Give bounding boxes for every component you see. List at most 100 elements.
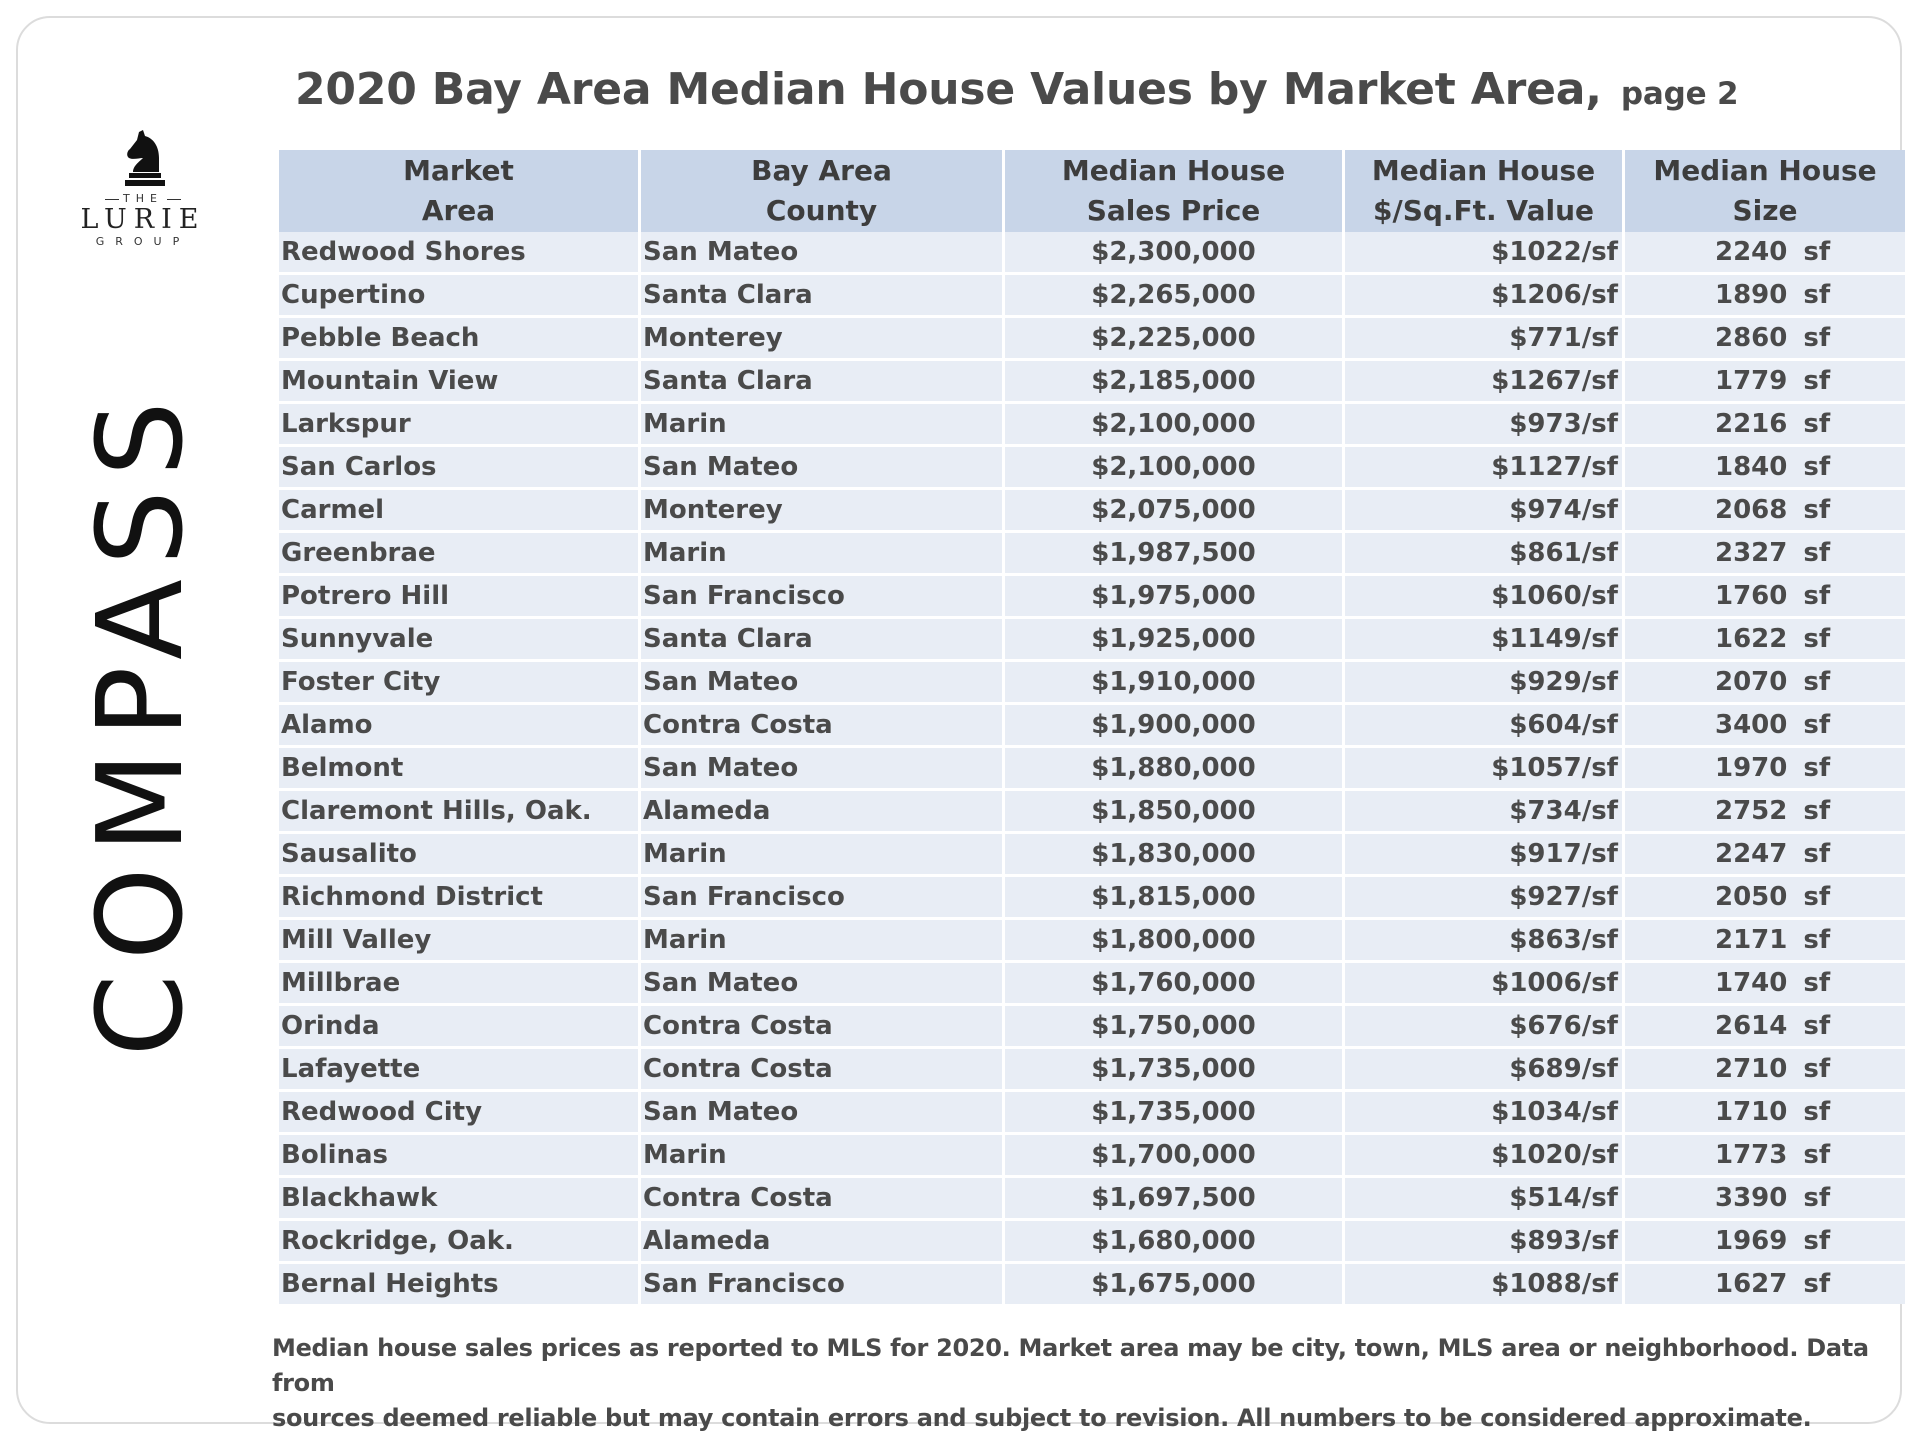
- size-value: 2752: [1715, 796, 1788, 826]
- cell-sales-price: $1,900,000: [1005, 705, 1345, 745]
- size-unit: sf: [1803, 538, 1831, 568]
- cell-price-per-sqft: $514/sf: [1345, 1178, 1625, 1218]
- size-unit: sf: [1803, 839, 1831, 869]
- cell-market-area: Alamo: [279, 705, 641, 745]
- size-value: 1622: [1715, 624, 1788, 654]
- size-value: 1890: [1715, 280, 1788, 310]
- size-value: 2247: [1715, 839, 1788, 869]
- cell-house-size: 2068 sf: [1625, 490, 1905, 530]
- table-row: Bolinas Marin $1,700,000 $1020/sf 1773 sf: [279, 1132, 1905, 1175]
- cell-county: San Mateo: [641, 748, 1005, 788]
- cell-county: Marin: [641, 834, 1005, 874]
- cell-market-area: Greenbrae: [279, 533, 641, 573]
- cell-price-per-sqft: $927/sf: [1345, 877, 1625, 917]
- size-value: 3390: [1715, 1183, 1788, 1213]
- size-unit: sf: [1803, 882, 1831, 912]
- cell-house-size: 2710 sf: [1625, 1049, 1905, 1089]
- cell-county: San Mateo: [641, 963, 1005, 1003]
- column-header-line: Median House: [1061, 154, 1286, 187]
- cell-house-size: 1969 sf: [1625, 1221, 1905, 1261]
- cell-price-per-sqft: $689/sf: [1345, 1049, 1625, 1089]
- size-unit: sf: [1803, 1140, 1831, 1170]
- table-row: Belmont San Mateo $1,880,000 $1057/sf 1970 sf: [279, 745, 1905, 788]
- table-row: Redwood Shores San Mateo $2,300,000 $1022/s…: [279, 232, 1905, 272]
- cell-price-per-sqft: $1020/sf: [1345, 1135, 1625, 1175]
- size-value: 1760: [1715, 581, 1788, 611]
- size-value: 1970: [1715, 753, 1788, 783]
- cell-sales-price: $2,100,000: [1005, 447, 1345, 487]
- table-row: Claremont Hills, Oak. Alameda $1,850,000 $7…: [279, 788, 1905, 831]
- cell-price-per-sqft: $1022/sf: [1345, 232, 1625, 272]
- cell-sales-price: $1,675,000: [1005, 1264, 1345, 1304]
- cell-price-per-sqft: $1206/sf: [1345, 275, 1625, 315]
- cell-sales-price: $2,265,000: [1005, 275, 1345, 315]
- size-unit: sf: [1803, 366, 1831, 396]
- cell-house-size: 1760 sf: [1625, 576, 1905, 616]
- size-unit: sf: [1803, 452, 1831, 482]
- cell-county: Monterey: [641, 490, 1005, 530]
- compass-logo: COMPASS: [71, 387, 209, 1057]
- size-unit: sf: [1803, 968, 1831, 998]
- cell-house-size: 1627 sf: [1625, 1264, 1905, 1304]
- cell-sales-price: $2,300,000: [1005, 232, 1345, 272]
- cell-price-per-sqft: $1006/sf: [1345, 963, 1625, 1003]
- cell-market-area: Millbrae: [279, 963, 641, 1003]
- table-row: Lafayette Contra Costa $1,735,000 $689/sf 27…: [279, 1046, 1905, 1089]
- cell-market-area: Bernal Heights: [279, 1264, 641, 1304]
- cell-sales-price: $1,987,500: [1005, 533, 1345, 573]
- cell-price-per-sqft: $771/sf: [1345, 318, 1625, 358]
- table-row: Redwood City San Mateo $1,735,000 $1034/sf 1…: [279, 1089, 1905, 1132]
- column-header-line: Median House: [1653, 154, 1877, 187]
- cell-market-area: Orinda: [279, 1006, 641, 1046]
- column-header-line: Size: [1732, 194, 1798, 227]
- size-value: 2216: [1715, 409, 1788, 439]
- column-header-line: Median House: [1371, 154, 1596, 187]
- column-header-line: County: [765, 194, 878, 227]
- cell-sales-price: $1,735,000: [1005, 1049, 1345, 1089]
- size-unit: sf: [1803, 1183, 1831, 1213]
- cell-price-per-sqft: $1127/sf: [1345, 447, 1625, 487]
- cell-county: San Mateo: [641, 662, 1005, 702]
- cell-county: San Mateo: [641, 447, 1005, 487]
- footnote-line-2: sources deemed reliable but may contain …: [272, 1404, 1812, 1432]
- size-unit: sf: [1803, 1097, 1831, 1127]
- cell-sales-price: $2,185,000: [1005, 361, 1345, 401]
- size-unit: sf: [1803, 624, 1831, 654]
- size-value: 2240: [1715, 237, 1788, 267]
- size-value: 1710: [1715, 1097, 1788, 1127]
- cell-sales-price: $1,697,500: [1005, 1178, 1345, 1218]
- cell-market-area: Pebble Beach: [279, 318, 641, 358]
- column-header-market-area: Market Area: [279, 150, 641, 232]
- column-header-line: Market: [403, 154, 514, 187]
- cell-market-area: Richmond District: [279, 877, 641, 917]
- cell-county: Marin: [641, 533, 1005, 573]
- cell-house-size: 1773 sf: [1625, 1135, 1905, 1175]
- cell-price-per-sqft: $1060/sf: [1345, 576, 1625, 616]
- table-row: Bernal Heights San Francisco $1,675,000 $10…: [279, 1261, 1905, 1304]
- cell-county: San Francisco: [641, 877, 1005, 917]
- table-row: Mill Valley Marin $1,800,000 $863/sf 2171 sf: [279, 917, 1905, 960]
- size-unit: sf: [1803, 280, 1831, 310]
- cell-price-per-sqft: $863/sf: [1345, 920, 1625, 960]
- table-row: Sunnyvale Santa Clara $1,925,000 $1149/sf 16…: [279, 616, 1905, 659]
- table-row: Potrero Hill San Francisco $1,975,000 $1060…: [279, 573, 1905, 616]
- cell-market-area: Foster City: [279, 662, 641, 702]
- table-row: San Carlos San Mateo $2,100,000 $1127/sf 184…: [279, 444, 1905, 487]
- column-header-line: Bay Area: [751, 154, 892, 187]
- cell-price-per-sqft: $974/sf: [1345, 490, 1625, 530]
- cell-house-size: 2240 sf: [1625, 232, 1905, 272]
- cell-county: San Francisco: [641, 576, 1005, 616]
- cell-county: Monterey: [641, 318, 1005, 358]
- cell-sales-price: $1,680,000: [1005, 1221, 1345, 1261]
- cell-market-area: Bolinas: [279, 1135, 641, 1175]
- cell-market-area: Blackhawk: [279, 1178, 641, 1218]
- cell-sales-price: $1,880,000: [1005, 748, 1345, 788]
- cell-price-per-sqft: $861/sf: [1345, 533, 1625, 573]
- table-row: Greenbrae Marin $1,987,500 $861/sf 2327 sf: [279, 530, 1905, 573]
- size-unit: sf: [1803, 237, 1831, 267]
- size-unit: sf: [1803, 495, 1831, 525]
- cell-house-size: 2216 sf: [1625, 404, 1905, 444]
- cell-county: Contra Costa: [641, 1178, 1005, 1218]
- cell-market-area: Claremont Hills, Oak.: [279, 791, 641, 831]
- size-unit: sf: [1803, 581, 1831, 611]
